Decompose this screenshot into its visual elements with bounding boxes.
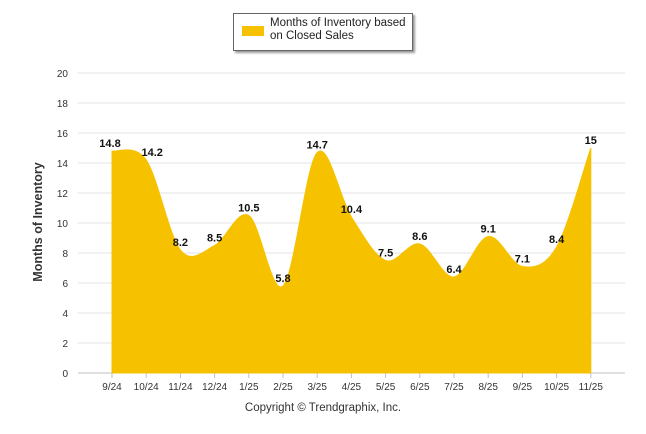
legend-label: Months of Inventory based on Closed Sale…: [270, 17, 406, 43]
data-label: 8.6: [412, 231, 427, 243]
x-tick-label: 12/24: [202, 382, 227, 393]
y-tick-label: 2: [62, 339, 68, 350]
x-tick-label: 2/25: [273, 382, 293, 393]
x-tick-label: 10/25: [544, 382, 569, 393]
data-label: 10.4: [341, 204, 363, 216]
data-label: 7.1: [515, 254, 530, 266]
x-tick-label: 7/25: [444, 382, 464, 393]
legend-line-2: on Closed Sales: [270, 30, 354, 42]
copyright-text: Copyright © Trendgraphix, Inc.: [244, 402, 402, 414]
y-tick-label: 12: [57, 189, 69, 200]
x-tick-label: 9/25: [513, 382, 533, 393]
chart-legend: Months of Inventory based on Closed Sale…: [233, 13, 413, 51]
legend-line-1: Months of Inventory based: [270, 17, 406, 29]
x-tick-label: 4/25: [342, 382, 362, 393]
y-tick-label: 18: [57, 99, 69, 110]
x-tick-label: 8/25: [478, 382, 498, 393]
y-tick-label: 16: [57, 129, 69, 140]
y-tick-label: 20: [57, 69, 69, 80]
x-tick-label: 5/25: [376, 382, 396, 393]
area-series: [111, 147, 592, 374]
data-label: 8.4: [549, 234, 565, 246]
data-label: 15: [585, 135, 597, 147]
data-label: 8.2: [173, 237, 188, 249]
x-tick-label: 9/24: [102, 382, 122, 393]
data-label: 10.5: [238, 203, 259, 215]
y-tick-label: 6: [62, 279, 68, 290]
x-tick-label: 10/24: [134, 382, 159, 393]
data-label: 8.5: [207, 233, 222, 245]
x-tick-label: 3/25: [307, 382, 327, 393]
y-tick-label: 0: [62, 369, 68, 380]
y-tick-label: 14: [57, 159, 69, 170]
data-labels: 14.8 14.2 8.2 8.5 10.5 5.8 14.7 10.4 7.5 8.6 6.4 9.…: [99, 135, 597, 285]
x-tick-label: 6/25: [410, 382, 430, 393]
data-label: 5.8: [275, 273, 290, 285]
x-axis-ticks: 9/24 10/24 11/24 12/24 1/25 2/25 3/25 4/25 5/25 6…: [102, 373, 603, 393]
data-label: 14.8: [99, 138, 120, 150]
data-label: 9.1: [481, 224, 496, 236]
data-label: 7.5: [378, 248, 393, 260]
y-axis-ticks: 0 2 4 6 8 10 12 14 16 18 20: [57, 69, 69, 380]
x-tick-label: 11/25: [579, 382, 604, 393]
legend-swatch: [242, 26, 264, 36]
x-tick-label: 11/24: [168, 382, 193, 393]
y-tick-label: 8: [62, 249, 68, 260]
y-tick-label: 10: [57, 219, 69, 230]
x-tick-label: 1/25: [239, 382, 259, 393]
area-fill: [111, 147, 592, 374]
data-label: 14.2: [141, 147, 162, 159]
data-label: 14.7: [306, 140, 327, 152]
data-label: 6.4: [446, 264, 462, 276]
y-axis-title: Months of Inventory: [31, 162, 45, 281]
y-tick-label: 4: [62, 309, 68, 320]
